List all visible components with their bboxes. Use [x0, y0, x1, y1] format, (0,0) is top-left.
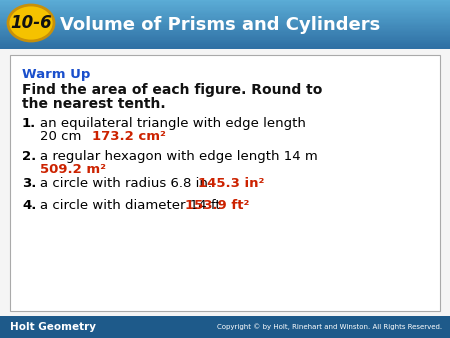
Bar — [0, 33, 450, 35]
Bar — [0, 39, 450, 40]
Bar — [0, 46, 450, 47]
Text: Holt Geometry: Holt Geometry — [10, 322, 96, 332]
Text: a circle with radius 6.8 in.: a circle with radius 6.8 in. — [40, 177, 212, 190]
Bar — [0, 16, 450, 17]
Text: Volume of Prisms and Cylinders: Volume of Prisms and Cylinders — [60, 16, 380, 34]
Bar — [0, 19, 450, 21]
Text: Warm Up: Warm Up — [22, 68, 90, 81]
Bar — [10, 55, 440, 311]
Bar — [0, 4, 450, 5]
Bar — [0, 48, 450, 316]
Bar — [0, 37, 450, 39]
Bar — [0, 7, 450, 9]
Bar — [0, 17, 450, 19]
Bar — [0, 12, 450, 14]
Bar — [0, 1, 450, 3]
Bar — [0, 28, 450, 29]
Bar — [0, 44, 450, 46]
Text: 20 cm: 20 cm — [40, 130, 81, 143]
Text: Find the area of each figure. Round to: Find the area of each figure. Round to — [22, 83, 322, 97]
Bar — [0, 0, 450, 2]
Bar — [0, 11, 450, 13]
Bar — [0, 40, 450, 41]
Text: the nearest tenth.: the nearest tenth. — [22, 97, 166, 111]
Bar — [0, 25, 450, 27]
Bar — [0, 22, 450, 23]
Ellipse shape — [8, 5, 54, 41]
Bar — [0, 24, 450, 26]
Bar — [0, 13, 450, 15]
Text: 10-6: 10-6 — [10, 14, 52, 32]
Bar — [0, 5, 450, 6]
Bar — [0, 31, 450, 33]
Text: an equilateral triangle with edge length: an equilateral triangle with edge length — [40, 117, 306, 130]
Text: Copyright © by Holt, Rinehart and Winston. All Rights Reserved.: Copyright © by Holt, Rinehart and Winsto… — [217, 324, 442, 330]
Bar — [0, 32, 450, 34]
Text: 2.: 2. — [22, 150, 36, 163]
Bar — [0, 35, 450, 37]
Bar — [0, 316, 450, 338]
Text: 509.2 m²: 509.2 m² — [40, 163, 106, 176]
Text: 153.9 ft²: 153.9 ft² — [185, 199, 249, 212]
Bar — [0, 8, 450, 10]
Bar — [0, 18, 450, 20]
Bar — [0, 30, 450, 32]
Text: 3.: 3. — [22, 177, 36, 190]
Bar — [0, 26, 450, 28]
Text: a circle with diameter 14 ft: a circle with diameter 14 ft — [40, 199, 220, 212]
Bar — [0, 2, 450, 4]
Bar — [0, 6, 450, 8]
Bar — [0, 41, 450, 43]
Text: 173.2 cm²: 173.2 cm² — [92, 130, 166, 143]
Bar — [0, 47, 450, 48]
Bar — [0, 15, 450, 16]
Bar — [0, 36, 450, 38]
Text: a regular hexagon with edge length 14 m: a regular hexagon with edge length 14 m — [40, 150, 318, 163]
Bar — [0, 29, 450, 30]
Bar — [0, 42, 450, 44]
Bar — [0, 23, 450, 24]
Text: 145.3 in²: 145.3 in² — [198, 177, 265, 190]
Text: 1.: 1. — [22, 117, 36, 130]
Text: 4.: 4. — [22, 199, 36, 212]
Bar — [0, 43, 450, 45]
Bar — [0, 9, 450, 11]
Bar — [0, 20, 450, 22]
